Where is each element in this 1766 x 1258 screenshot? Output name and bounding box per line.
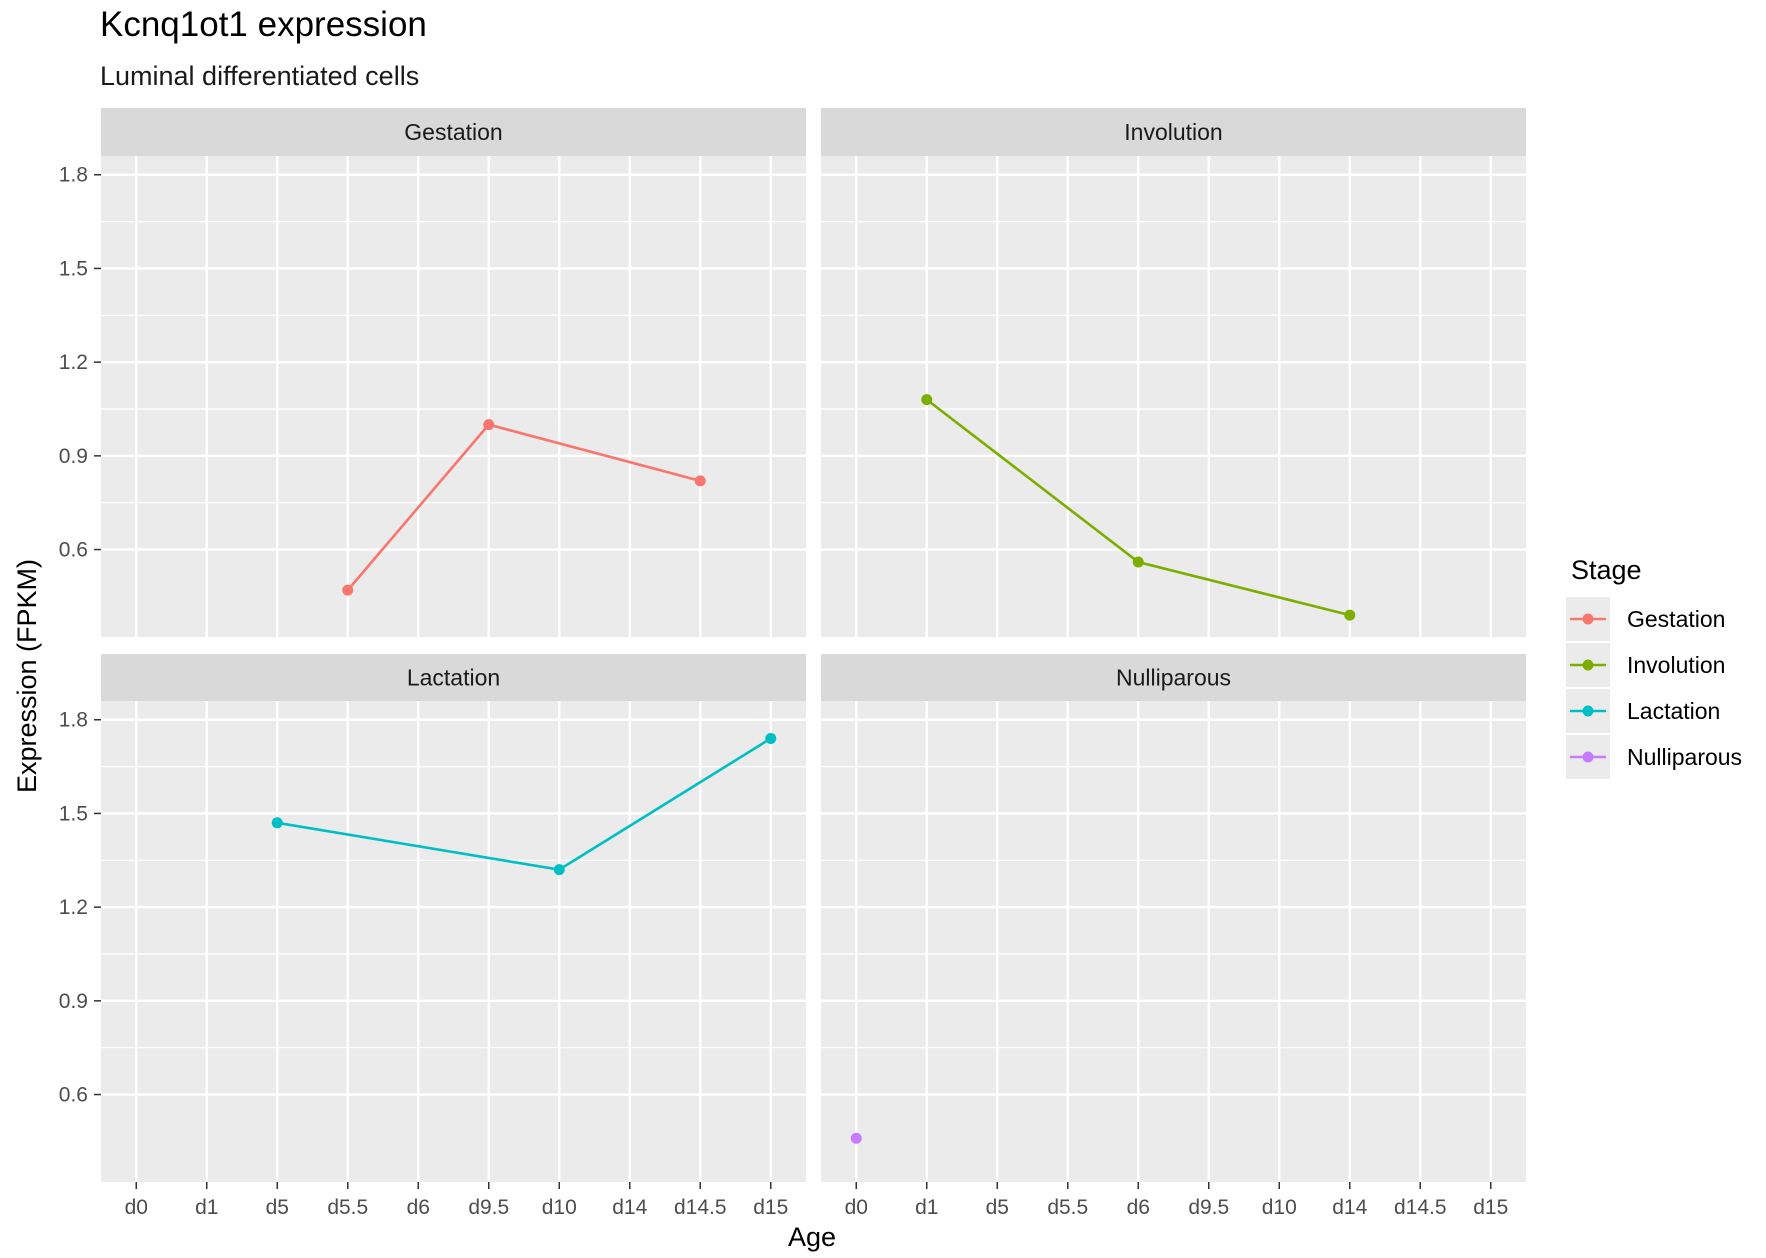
y-tick-label: 1.5 [59, 257, 88, 280]
legend-item-involution: Involution [1566, 643, 1725, 687]
x-tick-label: d14.5 [1394, 1196, 1447, 1219]
legend-key-point [1582, 659, 1594, 671]
y-tick-label: 0.6 [59, 1084, 88, 1107]
x-tick-label: d1 [915, 1196, 938, 1219]
x-tick-label: d9.5 [1188, 1196, 1229, 1219]
x-tick-label: d14.5 [674, 1196, 727, 1219]
data-point-gestation-d14-5 [694, 475, 706, 487]
x-tick-label: d14 [612, 1196, 647, 1219]
data-point-lactation-d15 [765, 732, 777, 744]
legend-item-nulliparous: Nulliparous [1566, 735, 1742, 779]
chart-title: Kcnq1ot1 expression [100, 5, 427, 44]
y-tick-label: 1.5 [59, 802, 88, 825]
panel-background [101, 156, 806, 637]
x-tick-label: d1 [195, 1196, 218, 1219]
data-point-gestation-d9-5 [483, 419, 495, 431]
x-tick-label: d5.5 [1047, 1196, 1088, 1219]
data-point-gestation-d5-5 [342, 584, 354, 596]
y-tick-label: 0.6 [59, 539, 88, 562]
x-tick-label: d5.5 [327, 1196, 368, 1219]
data-point-lactation-d10 [553, 864, 565, 876]
y-axis: 0.6 0.9 1.2 1.5 1.8 0.6 0.9 1.2 1.5 1.8 [59, 164, 101, 1107]
y-tick-label: 1.8 [59, 164, 88, 187]
facet-strip [821, 654, 1526, 701]
data-point-nulliparous-d0 [850, 1132, 862, 1144]
x-tick-label: d15 [1473, 1196, 1508, 1219]
legend-key-point [1582, 705, 1594, 717]
legend-item-lactation: Lactation [1566, 689, 1720, 733]
y-tick-label: 1.8 [59, 709, 88, 732]
legend-label: Lactation [1627, 698, 1720, 724]
panel-background [821, 156, 1526, 637]
facet-strip-label: Lactation [407, 665, 500, 691]
facet-involution: Involution [821, 108, 1526, 637]
facet-lactation: Lactation [101, 654, 806, 1182]
facet-panels: Gestation Involution Lactation Nulliparous [101, 108, 1526, 1182]
y-tick-label: 1.2 [59, 351, 88, 374]
x-axis: d0 d1 d5 d5.5 d6 d9.5 d10 d14 d14.5 d15 d0 d1 d5 d5.5… [125, 1182, 1508, 1219]
x-tick-label: d5 [986, 1196, 1009, 1219]
facet-strip-label: Involution [1124, 119, 1222, 145]
data-point-involution-d1 [921, 394, 933, 406]
facet-nulliparous: Nulliparous [821, 654, 1526, 1182]
legend-key-point [1582, 613, 1594, 625]
x-tick-label: d15 [753, 1196, 788, 1219]
panel-background [821, 701, 1526, 1182]
facet-strip [101, 654, 806, 701]
data-point-involution-d6 [1132, 556, 1144, 568]
legend-label: Involution [1627, 652, 1725, 678]
data-point-lactation-d5 [271, 817, 283, 829]
legend-title: Stage [1571, 555, 1642, 585]
x-tick-label: d14 [1332, 1196, 1367, 1219]
legend-key-point [1582, 751, 1594, 763]
x-tick-label: d6 [1127, 1196, 1150, 1219]
facet-strip [101, 108, 806, 156]
panel-background [101, 701, 806, 1182]
facet-gestation: Gestation [101, 108, 806, 637]
y-tick-label: 1.2 [59, 896, 88, 919]
x-tick-label: d0 [125, 1196, 148, 1219]
data-point-involution-d14 [1344, 609, 1356, 621]
legend: Stage Gestation Involution Lactation Nullip… [1566, 555, 1742, 779]
y-tick-label: 0.9 [59, 445, 88, 468]
x-tick-label: d6 [407, 1196, 430, 1219]
x-tick-label: d0 [845, 1196, 868, 1219]
x-tick-label: d5 [266, 1196, 289, 1219]
y-axis-title: Expression (FPKM) [12, 559, 42, 793]
facet-strip [821, 108, 1526, 156]
x-tick-label: d9.5 [468, 1196, 509, 1219]
facet-strip-label: Gestation [404, 119, 502, 145]
y-tick-label: 0.9 [59, 990, 88, 1013]
x-axis-title: Age [788, 1222, 836, 1252]
legend-item-gestation: Gestation [1566, 597, 1725, 641]
legend-label: Gestation [1627, 606, 1725, 632]
x-tick-label: d10 [1262, 1196, 1297, 1219]
chart-subtitle: Luminal differentiated cells [100, 61, 419, 91]
x-tick-label: d10 [542, 1196, 577, 1219]
facet-strip-label: Nulliparous [1116, 665, 1231, 691]
legend-label: Nulliparous [1627, 744, 1742, 770]
